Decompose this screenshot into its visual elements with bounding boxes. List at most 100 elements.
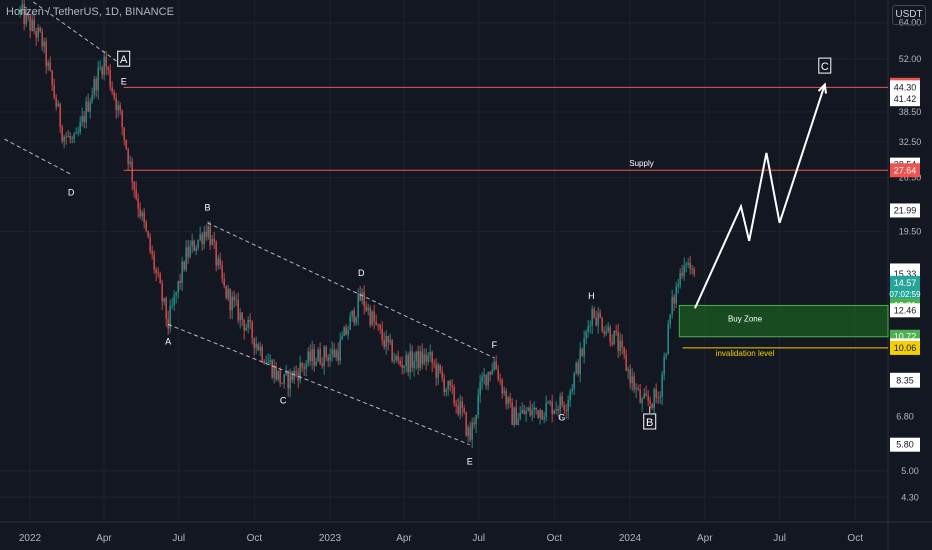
y-tick-label: 52.00 — [899, 54, 922, 64]
candle-body — [343, 327, 345, 337]
candle-body — [581, 349, 583, 356]
candle-body — [693, 268, 695, 275]
candle-body — [237, 299, 239, 321]
candle-body — [163, 297, 165, 302]
candle-body — [473, 422, 475, 425]
candle-body — [225, 285, 227, 299]
candle-body — [567, 400, 569, 411]
candle-body — [655, 389, 657, 398]
candle-body — [149, 237, 151, 251]
candle-body — [381, 328, 383, 340]
candle-body — [233, 296, 235, 301]
candle-body — [103, 56, 105, 75]
candle-body — [439, 364, 441, 372]
candle-body — [29, 16, 31, 31]
candle-body — [609, 327, 611, 343]
candle-body — [551, 401, 553, 415]
candle-body — [215, 241, 217, 266]
candle-body — [65, 136, 67, 138]
candle-body — [45, 41, 47, 67]
candle-body — [73, 134, 75, 139]
candle-body — [409, 351, 411, 373]
x-tick-label: Jul — [172, 533, 185, 544]
currency-button[interactable]: USDT — [892, 5, 926, 25]
candle-body — [491, 370, 493, 375]
candle-body — [159, 273, 161, 284]
x-tick-label: Apr — [697, 533, 713, 544]
candle-body — [321, 363, 323, 367]
candle-body — [495, 361, 497, 370]
candle-body — [69, 136, 71, 140]
y-tick-label: 32.50 — [899, 137, 922, 147]
candle-body — [669, 314, 671, 324]
candle-body — [139, 208, 141, 217]
price-badge — [890, 373, 920, 388]
candle-body — [553, 410, 555, 415]
candle-body — [689, 262, 691, 270]
candle-body — [365, 306, 367, 311]
candle-body — [477, 395, 479, 415]
candle-body — [193, 240, 195, 251]
candle-body — [97, 67, 99, 91]
candle-body — [555, 409, 557, 411]
candle-body — [571, 388, 573, 392]
y-tick-label: 64.00 — [899, 18, 922, 28]
candle-body — [147, 231, 149, 238]
candle-body — [351, 310, 353, 317]
candle-body — [223, 278, 225, 286]
buy-zone-box — [678, 304, 889, 338]
candle-body — [405, 355, 407, 367]
candle-body — [363, 292, 365, 307]
candle-body — [117, 104, 119, 111]
candle-body — [349, 316, 351, 330]
candle-body — [403, 366, 405, 369]
candle-body — [591, 309, 593, 326]
y-tick-label: 38.50 — [899, 107, 922, 117]
candle-body — [577, 362, 579, 374]
candle-body — [399, 360, 401, 365]
candle-body — [459, 401, 461, 415]
candle-body — [467, 427, 469, 436]
candle-body — [145, 222, 147, 232]
wave-label-d: D — [358, 268, 365, 278]
candle-body — [77, 132, 79, 133]
candle-body — [545, 402, 547, 418]
candle-body — [561, 396, 563, 406]
candle-body — [687, 262, 689, 265]
candle-body — [529, 407, 531, 416]
candle-body — [631, 376, 633, 384]
candle-body — [565, 409, 567, 411]
candle-body — [671, 296, 673, 315]
candle-body — [99, 67, 101, 69]
x-tick-label: Oct — [247, 533, 263, 544]
candle-body — [615, 330, 617, 333]
candle-body — [173, 295, 175, 306]
candle-body — [21, 4, 23, 9]
candle-body — [465, 412, 467, 436]
candle-body — [235, 299, 237, 301]
candle-body — [447, 380, 449, 390]
candle-body — [549, 401, 551, 404]
wave-label-g: G — [558, 413, 565, 423]
candle-body — [303, 367, 305, 369]
price-badge — [890, 437, 920, 452]
candle-body — [83, 115, 85, 123]
wave-label-b: B — [646, 417, 653, 429]
price-badge-label: 12.46 — [894, 305, 917, 315]
candle-body — [531, 410, 533, 416]
candle-body — [307, 351, 309, 364]
price-badge-label: 5.80 — [896, 440, 914, 450]
candle-body — [613, 330, 615, 345]
candle-body — [207, 226, 209, 238]
price-badge-label: 44.30 — [894, 82, 917, 92]
candle-body — [501, 380, 503, 394]
candle-body — [521, 410, 523, 413]
candle-body — [653, 389, 655, 409]
y-tick-label: 26.50 — [899, 173, 922, 183]
candle-body — [499, 379, 501, 381]
candle-body — [503, 390, 505, 394]
candle-body — [611, 342, 613, 345]
candle-body — [229, 289, 231, 311]
candle-body — [461, 401, 463, 408]
